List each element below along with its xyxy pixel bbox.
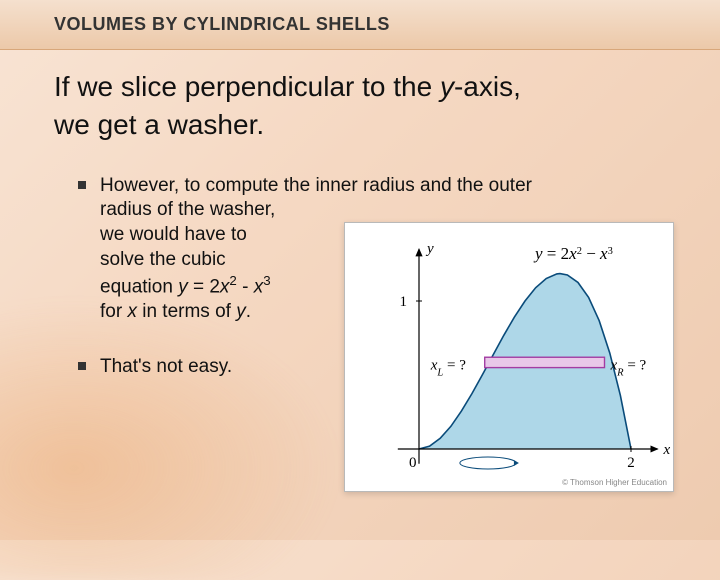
slide-header: VOLUMES BY CYLINDRICAL SHELLS <box>0 0 720 50</box>
main-line1-a: If we slice perpendicular to the <box>54 71 440 102</box>
c5y: y <box>236 301 246 322</box>
c5a: for <box>100 301 127 322</box>
eq-x2: x <box>254 277 264 298</box>
bullet-2-text: That's not easy. <box>100 356 232 377</box>
c5c: . <box>246 301 251 322</box>
eq-y: y <box>178 277 188 298</box>
c5x: x <box>127 301 137 322</box>
main-line2: we get a washer. <box>54 109 264 140</box>
svg-text:2: 2 <box>627 455 635 471</box>
slide-title: VOLUMES BY CYLINDRICAL SHELLS <box>54 14 390 34</box>
eq-minus: - <box>237 277 254 298</box>
svg-text:1: 1 <box>400 294 408 310</box>
bullet-1-equation: equation y = 2x2 - x3 <box>100 272 310 300</box>
bullet-1-cont5: for x in terms of y. <box>100 300 310 325</box>
eq-x1: x <box>220 277 230 298</box>
curve-svg: 210xyxL = ?xR = ?y = 2x2 − x3 <box>345 223 675 493</box>
eq-sup2: 2 <box>229 273 236 288</box>
svg-text:y = 2x2 − x3: y = 2x2 − x3 <box>533 244 613 263</box>
svg-text:x: x <box>663 442 671 458</box>
figure-credit: © Thomson Higher Education <box>562 478 667 487</box>
svg-text:0: 0 <box>409 455 417 471</box>
eq-pre: equation <box>100 277 178 298</box>
bullet-1-cont3: solve the cubic <box>100 248 310 273</box>
svg-text:xL = ?: xL = ? <box>430 358 466 379</box>
bullet-1-cont2: we would have to <box>100 223 310 248</box>
bullet-1-lead: However, to compute the inner radius and… <box>100 174 660 199</box>
curve-figure: 210xyxL = ?xR = ?y = 2x2 − x3 © Thomson … <box>344 222 674 492</box>
c5b: in terms of <box>137 301 236 322</box>
main-paragraph: If we slice perpendicular to the y-axis,… <box>0 50 720 144</box>
svg-text:y: y <box>425 241 434 257</box>
main-line1-y: y <box>440 71 454 102</box>
eq-eq: = 2 <box>188 277 220 298</box>
eq-sup3: 3 <box>263 273 270 288</box>
bullet-1-cont1: radius of the washer, <box>100 198 310 223</box>
main-line1-b: -axis, <box>454 71 521 102</box>
